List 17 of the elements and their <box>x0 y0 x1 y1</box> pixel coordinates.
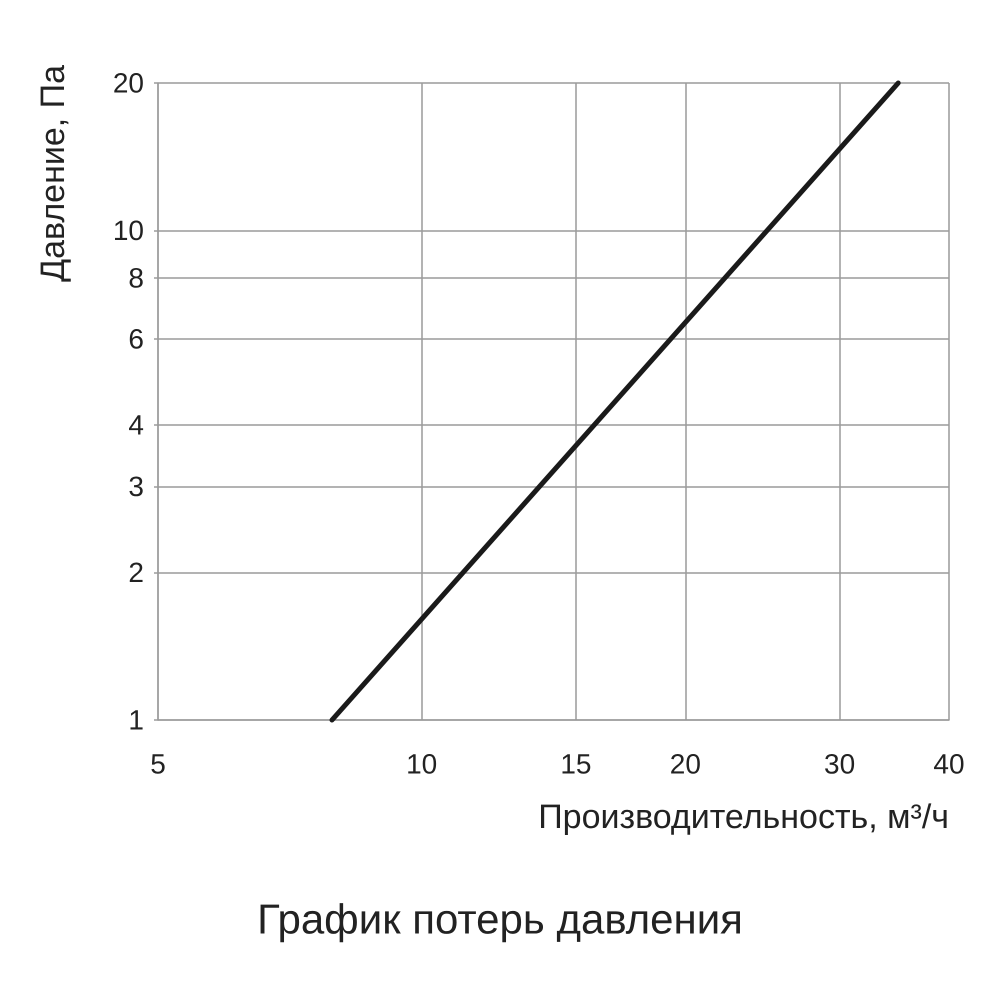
y-tick-label: 8 <box>128 262 144 294</box>
x-tick-label: 40 <box>933 748 965 780</box>
y-tick-label: 20 <box>112 68 144 98</box>
x-tick-label: 5 <box>150 748 166 780</box>
y-tick-label: 3 <box>128 470 144 502</box>
y-axis-title: Давление, Па <box>34 64 72 282</box>
y-tick-label: 2 <box>128 557 144 588</box>
y-tick-label: 1 <box>128 704 144 736</box>
y-tick-label: 6 <box>128 324 144 355</box>
y-tick-label: 4 <box>128 410 144 441</box>
x-tick-label: 30 <box>824 748 856 780</box>
x-tick-label: 15 <box>560 748 592 780</box>
x-tick-label: 10 <box>406 748 438 780</box>
text: График потерь давления <box>257 896 743 942</box>
y-tick-label: 10 <box>112 214 144 246</box>
x-axis-title: Производительность, м³/ч <box>538 798 949 836</box>
x-tick-label: 20 <box>670 748 701 780</box>
